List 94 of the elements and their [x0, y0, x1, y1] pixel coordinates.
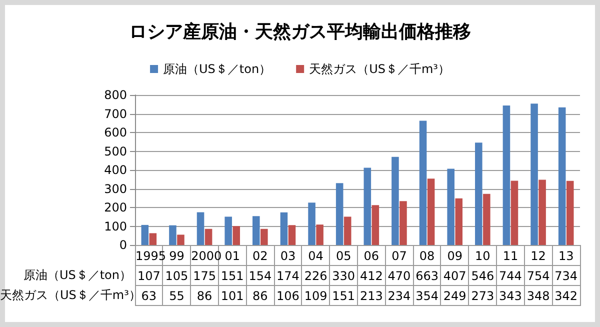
data-label: 226: [302, 266, 330, 286]
data-label: 470: [385, 266, 414, 286]
x-tick-label: 12: [524, 246, 552, 266]
x-tick-label: 02: [246, 246, 274, 266]
y-tick-label: 600: [104, 126, 127, 140]
bar: [392, 156, 399, 245]
data-label: 86: [190, 286, 218, 306]
bar: [510, 180, 518, 245]
legend-label: 天然ガス（US＄／千m³）: [309, 62, 450, 76]
y-tick-label: 500: [104, 144, 127, 158]
data-label: 734: [552, 266, 580, 286]
x-tick-label: 07: [385, 246, 414, 266]
data-label: 754: [524, 266, 552, 286]
bar: [280, 212, 288, 245]
legend-label: 原油（US＄／ton）: [163, 62, 272, 76]
data-label: 105: [162, 266, 191, 286]
y-tick-label: 300: [104, 182, 127, 196]
data-label: 86: [246, 286, 274, 306]
data-label: 407: [440, 266, 469, 286]
y-tick-label: 800: [104, 88, 127, 102]
data-label: 154: [246, 266, 274, 286]
data-label: 63: [141, 288, 157, 302]
chart-title: ロシア産原油・天然ガス平均輸出価格推移: [129, 22, 471, 42]
data-label: 342: [552, 286, 580, 306]
bar: [196, 212, 204, 245]
y-tick-label: 200: [104, 200, 127, 214]
text: 原油（US＄／ton）: [23, 268, 132, 282]
data-label: 106: [274, 286, 302, 306]
bar: [400, 201, 407, 245]
data-label: 273: [468, 286, 497, 306]
bar: [336, 183, 344, 245]
bar: [502, 106, 510, 245]
data-label: 151: [330, 286, 358, 306]
bar: [288, 225, 296, 245]
bar: [308, 202, 316, 245]
data-label: 55: [162, 286, 191, 306]
data-label: 107: [135, 266, 163, 286]
data-label: 234: [385, 286, 414, 306]
x-tick-label: 11: [496, 246, 524, 266]
data-label: 348: [524, 286, 552, 306]
x-tick-label: 01: [224, 248, 240, 262]
bar: [141, 224, 149, 245]
data-label: 744: [496, 266, 524, 286]
bar: [372, 205, 380, 245]
x-tick-label: 05: [330, 246, 358, 266]
y-tick-label: 700: [104, 106, 127, 121]
bar: [232, 226, 240, 245]
bar: [149, 233, 157, 245]
x-tick-label: 04: [302, 246, 330, 266]
x-tick-label: 99: [169, 248, 184, 262]
y-tick-label: 0: [119, 238, 127, 252]
bar: [252, 216, 260, 245]
bar: [344, 216, 352, 245]
bar: [427, 178, 435, 245]
data-label: 546: [468, 266, 497, 286]
data-label: 663: [413, 266, 441, 286]
bar: [260, 228, 268, 245]
x-tick-label: 09: [440, 246, 469, 266]
bar: [483, 194, 490, 245]
data-label: 354: [413, 286, 441, 306]
text: 天然ガス（US＄／千m³）: [0, 288, 141, 302]
data-label: 343: [496, 286, 524, 306]
x-tick-label: 1995: [135, 248, 166, 264]
bar: [419, 120, 427, 245]
data-label: 213: [358, 286, 386, 306]
bar: [475, 142, 482, 245]
data-label: 412: [358, 266, 386, 286]
bar: [566, 180, 574, 245]
bar: [169, 225, 176, 245]
bar: [204, 228, 212, 245]
data-label: 175: [190, 266, 218, 286]
y-tick-label: 400: [104, 163, 127, 177]
bar: [447, 168, 454, 245]
x-tick-label: 08: [413, 246, 441, 266]
data-label: 109: [302, 286, 330, 306]
x-tick-label: 06: [358, 246, 386, 266]
data-label: 249: [440, 286, 469, 306]
x-tick-label: 2000: [190, 248, 222, 264]
bar: [530, 104, 538, 245]
bar: [455, 198, 462, 245]
data-label: 101: [218, 286, 246, 306]
bar: [177, 234, 184, 245]
y-tick-label: 100: [104, 219, 127, 234]
bar: [316, 224, 324, 245]
data-label: 151: [218, 266, 246, 286]
x-tick-label: 10: [468, 246, 497, 266]
bar: [538, 180, 546, 245]
data-label: 330: [330, 266, 358, 286]
bar: [558, 107, 566, 245]
x-tick-label: 03: [274, 246, 302, 266]
x-tick-label: 13: [552, 246, 580, 266]
bar: [224, 216, 232, 245]
data-label: 174: [274, 266, 302, 286]
bar: [364, 168, 372, 245]
